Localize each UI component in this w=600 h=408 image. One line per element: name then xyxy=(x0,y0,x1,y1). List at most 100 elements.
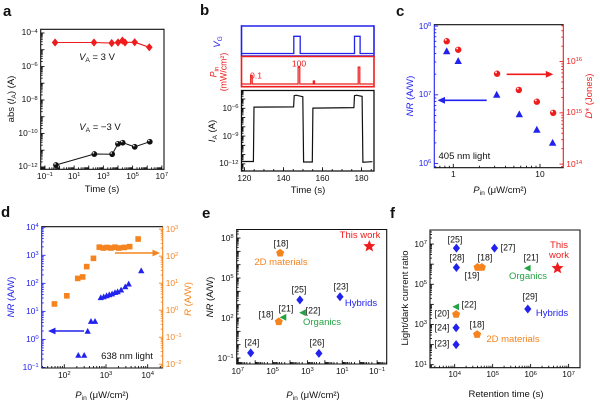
x-axis-title: Pin (μW/cm²) xyxy=(473,184,527,198)
tick-label: 160 xyxy=(315,172,330,183)
pin-axis-title: Pin (mW/cm²) xyxy=(208,52,229,91)
tick-label: 101 xyxy=(414,359,427,370)
series-nr-638nm xyxy=(75,267,145,358)
tick-label: 10−12 xyxy=(219,158,239,169)
tick-label: 104 xyxy=(448,369,461,380)
tick-label: 100 xyxy=(26,333,39,344)
tick-label: 102 xyxy=(221,312,234,323)
tick-label: 10−1 xyxy=(36,170,53,181)
annotation: [23] xyxy=(434,338,450,349)
tick-label: 101 xyxy=(165,277,179,288)
series-this-work xyxy=(363,240,376,252)
series-r-638nm xyxy=(51,236,141,307)
panel-b-vg xyxy=(240,25,375,57)
annotation: 405 nm light xyxy=(438,150,491,162)
y2-axis-title: R (A/W) xyxy=(182,282,194,316)
tick-label: 1014 xyxy=(566,158,583,169)
tick-label: 105 xyxy=(221,272,234,283)
annotation: [21] xyxy=(278,302,294,313)
tick-label: 180 xyxy=(354,172,369,183)
tick-label: 107 xyxy=(414,238,427,249)
y-axis-title: IA (A) xyxy=(206,119,220,143)
annotation: Hybrids xyxy=(535,307,569,319)
x-axis-title: Retention time (s) xyxy=(468,388,544,400)
annotation: [19] xyxy=(464,270,480,281)
annotation: Organics xyxy=(302,316,342,328)
panel-letter-f: f xyxy=(390,205,395,222)
annotation: [22] xyxy=(305,304,321,315)
tick-label: 10−2 xyxy=(165,358,182,369)
annotation: [23] xyxy=(333,281,349,292)
tick-label: 10 xyxy=(535,169,545,180)
tick-label: 105 xyxy=(414,278,427,289)
panel-f xyxy=(429,229,581,369)
tick-label: 103 xyxy=(97,170,110,181)
annotation: 638 nm light xyxy=(101,350,153,362)
tick-label: 10−1 xyxy=(369,365,386,376)
arrow-head xyxy=(437,96,445,104)
annotation: [22] xyxy=(461,299,477,310)
panel-a xyxy=(40,28,165,170)
tick-label: 102 xyxy=(26,277,39,288)
series-organics xyxy=(452,264,531,311)
y-axis-title: Light/dark current ratio xyxy=(399,250,411,346)
annotation: Organics xyxy=(508,270,548,282)
panel-letter-d: d xyxy=(1,204,11,221)
series-this-work xyxy=(551,261,564,274)
annotation: [20] xyxy=(434,308,450,319)
tick-label: 102 xyxy=(165,250,179,261)
tick-label: 101 xyxy=(26,305,39,316)
tick-label: 10−10 xyxy=(18,127,38,138)
tick-label: 10−4 xyxy=(21,27,38,38)
series-hybrids xyxy=(452,243,532,350)
tick-label: 101 xyxy=(67,170,81,181)
tick-label: 10−9 xyxy=(222,130,239,141)
tick-label: 1 xyxy=(450,169,456,180)
tick-label: 105 xyxy=(486,369,499,380)
x-axis-title: Pin (μW/cm²) xyxy=(286,389,340,403)
tick-label: 100 xyxy=(165,304,179,315)
tick-label: 1015 xyxy=(566,107,583,118)
annotation: [24] xyxy=(434,322,450,333)
panel-c xyxy=(433,24,564,169)
tick-label: 10−12 xyxy=(18,161,38,172)
panel-letter-b: b xyxy=(200,2,210,19)
tick-label: 10−1 xyxy=(165,331,182,342)
tick-label: 108 xyxy=(221,232,234,243)
panel-letter-c: c xyxy=(396,3,405,20)
annotation: [24] xyxy=(244,337,260,348)
tick-label: 10−1 xyxy=(22,361,39,372)
arrow-head xyxy=(152,249,160,257)
panel-b-pin xyxy=(240,55,375,88)
series-2d-materials xyxy=(274,248,285,326)
y-axis-title: NR (A/W) xyxy=(204,276,216,318)
tick-label: 103 xyxy=(26,249,39,260)
y2-axis-title: D* (Jones) xyxy=(583,73,595,119)
tick-label: 10−6 xyxy=(21,60,38,71)
tick-label: 107 xyxy=(418,89,432,100)
annotation: [29] xyxy=(522,291,538,302)
tick-label: 104 xyxy=(141,369,154,380)
series-nr-405nm xyxy=(443,47,557,146)
series-organics xyxy=(279,309,306,321)
series-va-3-v xyxy=(53,138,153,168)
tick-label: 1016 xyxy=(566,56,583,67)
annotation: Hybrids xyxy=(344,297,378,309)
tick-label: 10−8 xyxy=(21,94,38,105)
panel-b-ia xyxy=(240,89,375,172)
annotation: This work xyxy=(339,229,381,241)
tick-label: 10−6 xyxy=(222,102,239,113)
y-axis-title: abs (IA) (A) xyxy=(5,75,19,123)
tick-label: 107 xyxy=(231,365,245,376)
annotation: [27] xyxy=(500,242,516,253)
annotation: [21] xyxy=(523,251,539,262)
tick-label: 105 xyxy=(126,170,139,181)
tick-label: 103 xyxy=(165,223,179,234)
annotation: [18] xyxy=(258,309,274,320)
tick-label: 104 xyxy=(26,221,39,232)
annotation: VA = −3 V xyxy=(79,121,121,135)
tick-label: 10−1 xyxy=(217,352,234,363)
annotation: [28] xyxy=(449,252,465,263)
arrow-head xyxy=(48,327,56,335)
